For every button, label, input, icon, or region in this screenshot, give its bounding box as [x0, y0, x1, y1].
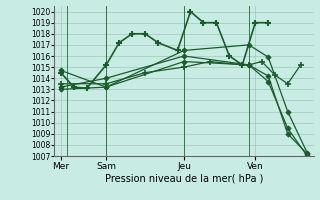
X-axis label: Pression niveau de la mer( hPa ): Pression niveau de la mer( hPa ): [105, 173, 263, 183]
